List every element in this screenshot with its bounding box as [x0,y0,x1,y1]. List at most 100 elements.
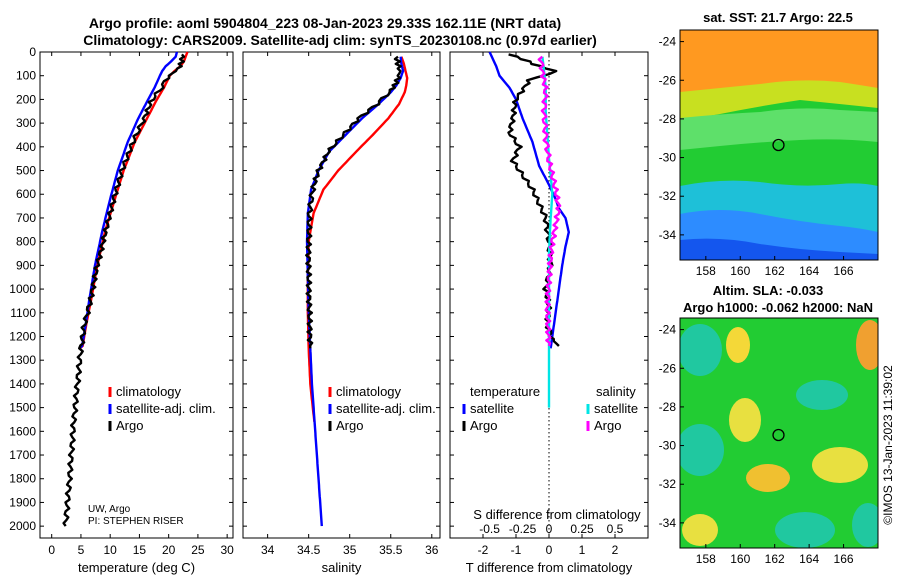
salinity-panel-legend-label: climatology [336,384,402,399]
diff-legend-salinity-title: salinity [596,384,636,399]
temperature-panel-xtick-label: 20 [162,543,176,557]
sst-yellow-band [680,80,878,118]
sst-map-xtick-label: 166 [834,264,854,278]
temperature-panel-xtick-label: 30 [220,543,234,557]
diff-legend-temperature-title: temperature [470,384,540,399]
sla-anomaly-4 [796,380,848,410]
difference-panel-xtick-label: 0 [546,543,553,557]
sst-map: sat. SST: 21.7 Argo: 22.5 158 160 162 164 16… [659,10,879,278]
difference-panel-xtick-label: -2 [478,543,489,557]
depth-tick-label: 800 [16,235,36,249]
depth-tick-label: 1700 [9,448,36,462]
temperature-panel-legend-label: Argo [116,418,143,433]
diff-legend-temp-label: satellite [470,401,514,416]
depth-tick-label: 600 [16,187,36,201]
sla-map-ytick-label: -32 [659,477,677,491]
diff-sal-tick-label: 0 [546,522,553,536]
sla-map-field [680,318,878,548]
salinity-panel-xtick-label: 34 [261,543,275,557]
diff-top-xlabel: S difference from climatology [473,507,641,522]
sla-map-xtick-label: 158 [696,552,716,566]
sla-map-ytick-label: -28 [659,400,677,414]
sla-anomaly-2 [726,327,750,363]
diff-legend-temp-label: Argo [470,418,497,433]
depth-tick-label: 900 [16,258,36,272]
sla-map-ytick-label: -26 [659,361,677,375]
sla-anomaly-9 [775,512,835,548]
temperature-panel-xtick-label: 0 [48,543,55,557]
depth-tick-label: 1400 [9,377,36,391]
sla-anomaly-10 [852,503,878,547]
salinity-panel-xtick-label: 36 [425,543,439,557]
depth-tick-label: 1100 [10,306,36,320]
sla-anomaly-5 [680,424,724,476]
temperature-panel-satellite-adj-clim--line [78,51,179,350]
figure-title-line2: Climatology: CARS2009. Satellite-adj cli… [83,32,597,48]
sst-map-xtick-label: 162 [765,264,785,278]
temperature-panel-xtick-label: 15 [133,543,147,557]
depth-tick-label: 1900 [9,495,36,509]
sst-map-ytick-label: -24 [659,35,677,49]
depth-tick-label: 1800 [9,472,36,486]
difference-panel-xlabel: T difference from climatology [466,560,633,575]
temperature-panel-legend-label: satellite-adj. clim. [116,401,216,416]
salinity-panel: 34 34.5 35 35.5 36 salinity climatology satelli… [242,51,441,575]
temperature-panel-xlabel: temperature (deg C) [78,560,195,575]
sst-cold-core [680,238,878,260]
diff-sal-tick-label: -0.5 [479,522,500,536]
depth-tick-label: 500 [16,164,36,178]
sst-map-xtick-label: 160 [730,264,750,278]
temperature-panel-xtick-label: 25 [191,543,205,557]
salinity-panel-legend-label: satellite-adj. clim. [336,401,436,416]
sla-map-xtick-label: 166 [834,552,854,566]
sla-anomaly-11 [682,514,718,546]
diff-legend-sal-label: satellite [594,401,638,416]
credit-line-1: UW, Argo [88,504,131,515]
sst-map-ytick-label: -30 [659,151,677,165]
sst-map-xtick-label: 164 [799,264,819,278]
sla-map-ytick-label: -34 [659,516,677,530]
sst-map-field [680,30,878,260]
depth-tick-label: 0 [29,45,36,59]
sla-map-title: Altim. SLA: -0.033 [713,283,824,298]
sla-anomaly-1 [680,324,722,376]
diff-sal-tick-label: 0.25 [570,522,594,536]
salinity-panel-xtick-label: 35 [343,543,357,557]
difference-panel-xtick-label: 1 [579,543,586,557]
sla-map-ytick-label: -24 [659,323,677,337]
salinity-panel-argo-line [305,55,402,349]
sst-map-ytick-label: -34 [659,228,677,242]
sst-map-ytick-label: -28 [659,112,677,126]
sla-map-subtitle: Argo h1000: -0.062 h2000: NaN [683,300,873,315]
sst-map-ytick-label: -32 [659,189,677,203]
sst-map-ytick-label: -26 [659,73,677,87]
salinity-panel-frame [242,51,441,539]
temperature-panel-xtick-label: 10 [104,543,118,557]
temperature-panel-xtick-label: 5 [78,543,85,557]
depth-tick-label: 2000 [9,519,36,533]
temperature-panel-legend-label: climatology [116,384,182,399]
depth-tick-label: 400 [16,140,36,154]
depth-tick-label: 1600 [9,424,36,438]
salinity-panel-legend-label: Argo [336,418,363,433]
salinity-panel-xtick-label: 34.5 [297,543,321,557]
sla-map: Altim. SLA: -0.033 Argo h1000: -0.062 h2… [659,283,879,566]
diff-sal-tick-label: -0.25 [509,522,537,536]
credit-line-2: PI: STEPHEN RISER [88,516,184,527]
difference-panel-xtick-label: -1 [511,543,522,557]
sla-map-xtick-label: 160 [730,552,750,566]
depth-tick-label: 100 [16,69,36,83]
depth-tick-label: 700 [16,211,36,225]
sst-map-xtick-label: 158 [696,264,716,278]
depth-tick-label: 300 [16,116,36,130]
sla-map-xtick-label: 162 [765,552,785,566]
difference-panel-salinity-argo-line [537,55,562,347]
sla-map-frame [679,317,879,549]
sst-argo-marker [772,138,785,152]
depth-tick-label: 1200 [9,329,36,343]
copyright-timestamp: ©IMOS 13-Jan-2023 11:39:02 [881,365,895,525]
salinity-panel-xtick-label: 35.5 [379,543,403,557]
depth-tick-label: 1500 [9,401,36,415]
depth-tick-label: 200 [16,92,36,106]
